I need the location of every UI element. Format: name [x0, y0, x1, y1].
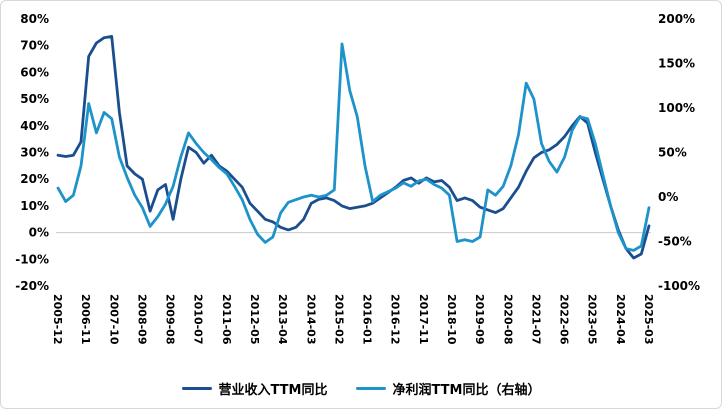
left-axis-tick-label: -10% [15, 252, 49, 266]
right-axis-tick-label: -50% [658, 235, 692, 249]
legend-label-revenue: 营业收入TTM同比 [218, 383, 328, 398]
x-axis-tick-label: 2020-08 [501, 294, 514, 345]
x-axis-tick-label: 2012-05 [248, 294, 261, 345]
x-axis-tick-label: 2013-04 [276, 294, 289, 345]
legend-marker-net-profit-line [355, 386, 386, 391]
x-axis-tick-label: 2023-05 [586, 294, 599, 345]
x-axis-tick-label: 2007-10 [107, 294, 120, 345]
x-axis-tick-label: 2022-06 [558, 294, 571, 345]
right-axis-tick-label: 200% [658, 12, 695, 26]
x-axis-tick-label: 2011-06 [220, 294, 233, 345]
legend-item-net-profit: 净利润TTM同比（右轴） [355, 379, 541, 398]
right-axis-tick-label: -100% [658, 279, 700, 293]
left-axis-tick-label: 10% [20, 199, 49, 213]
left-axis-tick-label: 70% [20, 39, 49, 53]
x-axis-tick-label: 2015-02 [332, 294, 345, 345]
left-axis-tick-label: 30% [20, 146, 49, 160]
x-axis-tick-label: 2017-11 [417, 294, 430, 345]
x-axis-tick-label: 2010-07 [192, 294, 205, 345]
legend-marker-revenue-line [181, 386, 212, 391]
left-axis-tick-label: 40% [20, 119, 49, 133]
x-axis-tick-label: 2009-08 [164, 294, 177, 345]
legend-item-revenue: 营业收入TTM同比 [181, 379, 328, 398]
x-axis-tick-label: 2014-03 [304, 294, 317, 345]
right-axis-tick-label: 150% [658, 57, 695, 71]
right-axis-tick-label: 0% [658, 190, 678, 204]
right-axis-tick-label: 100% [658, 101, 695, 115]
series-line-revenue [56, 35, 651, 260]
x-axis-tick-label: 2008-09 [135, 294, 148, 345]
x-axis-tick-label: 2016-12 [389, 294, 402, 345]
left-axis-tick-label: 50% [20, 92, 49, 106]
x-axis-tick-label: 2016-01 [361, 294, 374, 345]
left-axis-tick-label: 80% [20, 12, 49, 26]
right-axis-tick-label: 50% [658, 146, 687, 160]
line-chart: 80% 70% 60% 50% 40% 30% 20% 10% 0% -10% -20% 200% 15… [15, 12, 700, 345]
x-axis-tick-label: 2025-03 [642, 294, 655, 345]
series-line-net-profit [56, 42, 651, 252]
x-axis-tick-label: 2006-11 [79, 294, 92, 345]
x-axis-tick-label: 2024-04 [614, 294, 627, 345]
x-axis-tick-label: 2019-09 [473, 294, 486, 344]
x-axis-tick-label: 2005-12 [51, 294, 64, 345]
legend-label-net-profit: 净利润TTM同比（右轴） [392, 383, 541, 398]
left-axis-tick-label: 60% [20, 65, 49, 79]
left-axis-tick-label: 0% [29, 226, 49, 240]
x-axis-tick-label: 2021-07 [529, 294, 542, 345]
left-axis-tick-label: -20% [15, 279, 49, 293]
x-axis-tick-label: 2018-10 [445, 294, 458, 345]
chart-legend: 营业收入TTM同比 净利润TTM同比（右轴） [1, 379, 721, 398]
left-axis-tick-label: 20% [20, 172, 49, 186]
